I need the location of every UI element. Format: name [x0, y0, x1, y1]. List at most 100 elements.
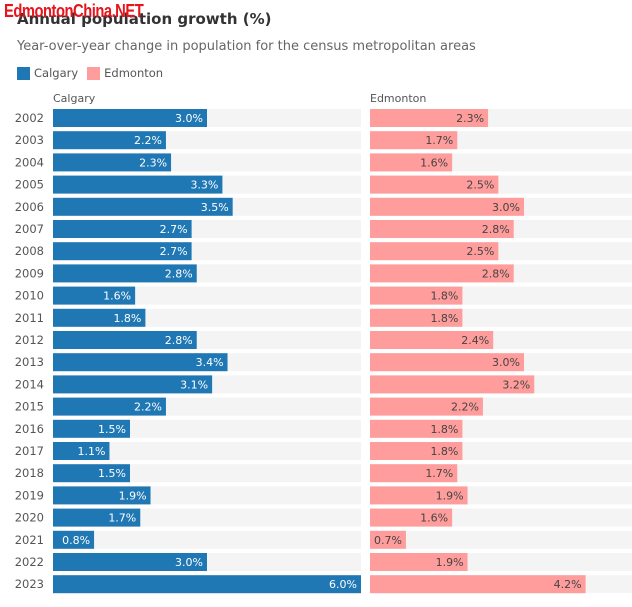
data-label-calgary: 3.0% — [175, 112, 203, 125]
data-label-calgary: 3.3% — [190, 179, 218, 192]
bar-calgary — [53, 353, 228, 372]
category-label: 2011 — [15, 311, 44, 325]
category-label: 2009 — [15, 266, 44, 280]
data-label-calgary: 3.5% — [201, 201, 229, 214]
data-label-calgary: 1.9% — [119, 489, 147, 502]
category-label: 2022 — [15, 555, 44, 569]
data-label-edmonton: 2.8% — [482, 223, 510, 236]
data-label-calgary: 2.2% — [134, 401, 162, 414]
category-label: 2021 — [15, 533, 44, 547]
bar-edmonton — [370, 286, 463, 305]
legend-swatch-calgary — [17, 66, 30, 80]
data-label-edmonton: 1.9% — [436, 489, 464, 502]
bar-calgary — [53, 197, 233, 216]
data-label-edmonton: 3.0% — [492, 201, 520, 214]
bar-calgary — [53, 375, 213, 394]
data-label-calgary: 6.0% — [329, 578, 357, 591]
bar-calgary — [53, 575, 361, 594]
data-label-calgary: 1.6% — [103, 290, 131, 303]
bar-calgary — [53, 242, 192, 261]
bar-edmonton — [370, 486, 468, 505]
bar-calgary — [53, 397, 166, 416]
data-label-edmonton: 1.6% — [420, 156, 448, 169]
category-label: 2010 — [15, 289, 44, 303]
category-label: 2004 — [15, 155, 44, 169]
data-label-edmonton: 3.0% — [492, 356, 520, 369]
data-label-edmonton: 2.2% — [451, 401, 479, 414]
bar-edmonton — [370, 131, 458, 150]
category-label: 2007 — [15, 222, 44, 236]
legend-item-calgary[interactable]: Calgary — [17, 66, 78, 80]
legend-label-calgary: Calgary — [34, 66, 79, 80]
bar-edmonton — [370, 530, 406, 549]
category-label: 2017 — [15, 444, 44, 458]
panel-label-calgary: Calgary — [53, 92, 96, 105]
legend-swatch-edmonton — [87, 66, 101, 80]
data-label-edmonton: 2.4% — [461, 334, 489, 347]
bar-track-edmonton — [370, 530, 632, 549]
bar-calgary — [53, 442, 110, 460]
bar-edmonton — [370, 331, 494, 349]
bar-edmonton — [370, 419, 463, 438]
bar-calgary — [53, 308, 146, 327]
data-label-calgary: 3.0% — [175, 556, 203, 569]
legend: Calgary Edmonton — [17, 66, 172, 80]
data-label-calgary: 2.3% — [139, 156, 167, 169]
category-label: 2016 — [15, 422, 44, 436]
bar-edmonton — [370, 197, 524, 216]
bar-edmonton — [370, 353, 524, 372]
data-label-calgary: 1.5% — [98, 467, 126, 480]
bar-edmonton — [370, 308, 463, 327]
data-label-calgary: 2.2% — [134, 134, 162, 147]
bar-calgary — [53, 153, 172, 172]
bar-edmonton — [370, 375, 535, 394]
data-label-edmonton: 4.2% — [554, 578, 582, 591]
data-label-calgary: 1.5% — [98, 423, 126, 436]
data-label-calgary: 3.1% — [180, 378, 208, 391]
legend-item-edmonton[interactable]: Edmonton — [87, 66, 163, 80]
bar-edmonton — [370, 397, 483, 416]
data-label-calgary: 2.7% — [160, 245, 188, 258]
watermark: EdmontonChina.NET — [4, 1, 144, 21]
legend-label-edmonton: Edmonton — [104, 66, 164, 80]
category-label: 2020 — [15, 511, 44, 525]
bar-calgary — [53, 331, 197, 349]
data-label-calgary: 0.8% — [62, 534, 90, 547]
category-label: 2018 — [15, 466, 44, 480]
data-label-edmonton: 3.2% — [502, 378, 530, 391]
data-label-edmonton: 2.3% — [456, 112, 484, 125]
bar-edmonton — [370, 464, 458, 483]
data-label-calgary: 2.8% — [165, 267, 193, 280]
bar-calgary — [53, 486, 151, 505]
data-label-calgary: 1.8% — [113, 312, 141, 325]
data-label-edmonton: 1.8% — [430, 423, 458, 436]
category-label: 2015 — [15, 400, 44, 414]
category-label: 2013 — [15, 355, 44, 369]
data-label-calgary: 2.7% — [160, 223, 188, 236]
data-label-edmonton: 1.8% — [430, 290, 458, 303]
bar-calgary — [53, 419, 130, 438]
bar-calgary — [53, 220, 192, 238]
data-label-edmonton: 2.5% — [466, 179, 494, 192]
chart-subtitle: Year-over-year change in population for … — [17, 39, 476, 54]
bar-calgary — [53, 508, 141, 527]
bar-calgary — [53, 553, 207, 571]
bar-edmonton — [370, 575, 586, 594]
category-label: 2012 — [15, 333, 44, 347]
data-label-edmonton: 1.7% — [425, 467, 453, 480]
category-label: 2002 — [15, 111, 44, 125]
bar-edmonton — [370, 553, 468, 571]
category-label: 2003 — [15, 133, 44, 147]
data-label-calgary: 2.8% — [165, 334, 193, 347]
bar-calgary — [53, 131, 166, 150]
data-label-calgary: 1.7% — [108, 512, 136, 525]
bar-calgary — [53, 264, 197, 283]
data-label-edmonton: 1.6% — [420, 512, 448, 525]
bar-edmonton — [370, 242, 499, 261]
bar-edmonton — [370, 508, 453, 527]
category-label: 2023 — [15, 577, 44, 591]
data-label-edmonton: 1.9% — [436, 556, 464, 569]
bar-track-calgary — [53, 442, 361, 460]
category-label: 2014 — [15, 377, 44, 391]
